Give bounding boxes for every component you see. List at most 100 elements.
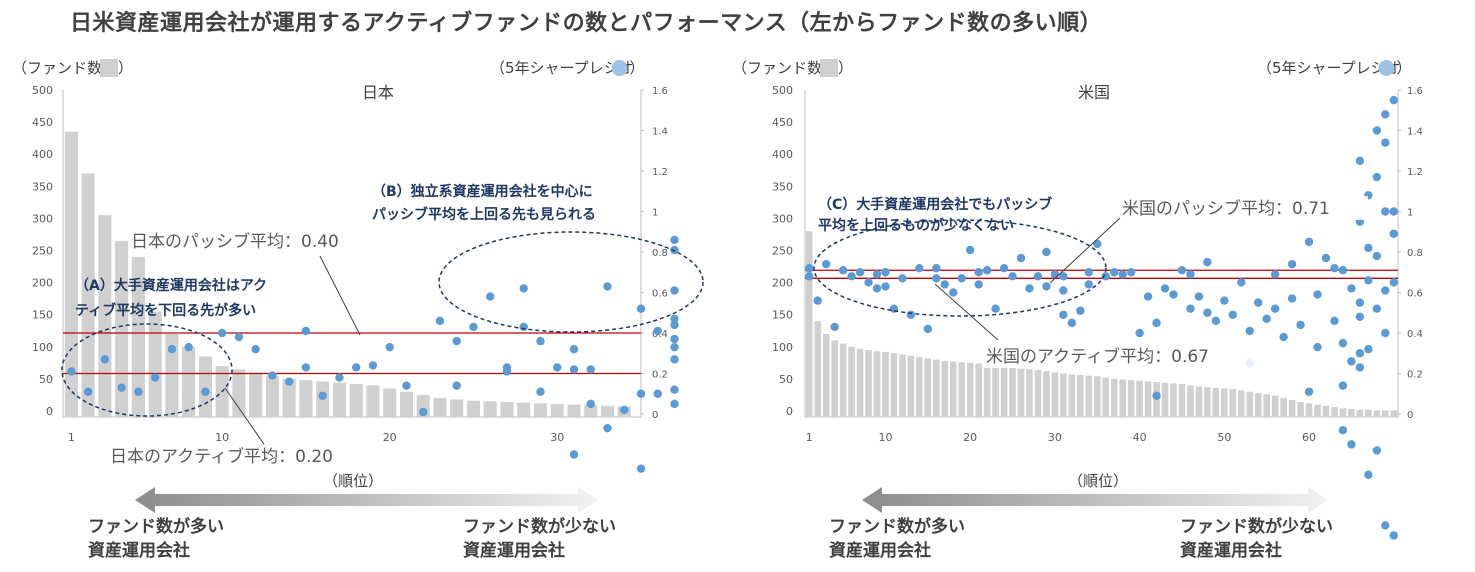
bar [399,391,413,417]
x-tick-label: 1 [68,431,75,444]
sharpe-point [67,367,76,376]
sharpe-point [1016,253,1026,263]
sharpe-point [217,328,227,338]
sharpe-point [1177,266,1187,275]
y-right-tick-label: 0.6 [1407,289,1423,300]
sharpe-point [351,363,361,372]
sharpe-point [1338,266,1348,275]
sharpe-point [234,332,244,342]
bar [882,351,889,417]
sharpe-point [813,296,822,305]
sharpe-point [519,322,528,332]
sharpe-point [830,322,839,332]
bar [1356,409,1364,417]
sharpe-point [670,334,679,344]
bar [1043,371,1050,417]
right-axis-title-close: ） [1397,59,1412,77]
y-left-tick-label: 300 [772,212,793,225]
y-right-tick-label: 0 [1407,410,1413,421]
y-left-tick-label: 400 [32,148,53,161]
bar [899,354,906,417]
bar [1339,408,1347,417]
sharpe-point [1203,257,1212,267]
bar [1119,379,1126,417]
sharpe-point [1076,306,1085,315]
x-tick-label: 20 [963,431,977,444]
bar [1390,410,1398,417]
bar [805,231,813,417]
sharpe-point [1025,284,1034,293]
bar [1331,407,1338,417]
annotation-line-1: （A）大手資産運用会社はアク [75,277,267,294]
highlight-ellipse [61,323,233,417]
sharpe-point [586,365,595,374]
passive-leader-line [1049,217,1121,284]
bar [1026,369,1033,417]
sharpe-point [1381,110,1390,119]
y-right-tick-label: 1.4 [1407,127,1423,138]
sharpe-point [1287,294,1297,303]
bar [1237,390,1245,417]
sharpe-point [1118,270,1127,279]
sharpe-point [1381,207,1390,216]
bar [1000,367,1008,417]
y-left-tick-label: 250 [772,245,793,258]
sharpe-point [991,304,1000,313]
sharpe-point [957,274,966,283]
sharpe-point [284,377,294,386]
sharpe-point [586,399,595,409]
active-leader-line [224,387,269,451]
x-tick-label: 60 [1302,431,1316,444]
sharpe-point [620,405,629,415]
y-left-tick-label: 450 [32,116,53,129]
sharpe-point [1338,426,1348,435]
y-right-tick-label: 0.2 [652,370,668,381]
arrow-right-caption-2: 資産運用会社 [1180,540,1282,561]
sharpe-point [1364,345,1373,354]
sharpe-point [318,391,327,400]
sharpe-point [419,407,428,417]
sharpe-point [1372,251,1382,261]
bar [907,355,915,417]
y-left-tick-label: 250 [32,245,53,258]
bar [349,384,363,417]
bar [1034,369,1042,417]
sharpe-point [1355,363,1365,372]
bar [1144,381,1152,417]
bar [1373,410,1381,417]
sharpe-point [1381,521,1390,530]
sharpe-point [1254,298,1263,307]
sharpe-point [385,342,394,352]
bar [1161,382,1169,417]
bar [1093,376,1101,417]
sharpe-point [1186,304,1195,313]
sharpe-point [1330,316,1339,326]
bar [831,340,838,417]
sharpe-point [864,278,873,287]
bar [1263,394,1270,417]
bar [1178,384,1186,417]
sharpe-point [184,342,193,352]
point-legend-swatch [1378,60,1395,76]
bar [517,402,531,417]
annotation-line-1: （C）大手資産運用会社でもパッシブ [818,196,1052,213]
arrow-right-caption-1: ファンド数が少ない [1180,516,1333,537]
sharpe-point [881,282,890,291]
sharpe-point [469,322,478,332]
sharpe-point [519,284,528,293]
passive-label-bg [1120,196,1368,220]
y-right-tick-label: 1.6 [652,86,668,97]
bar [1102,377,1110,417]
sharpe-point [1313,342,1322,352]
bar [916,357,923,417]
sharpe-point [1245,326,1254,336]
x-tick-label: 50 [1217,431,1231,444]
bar [165,333,179,417]
sharpe-point [1347,440,1356,449]
bar [1271,395,1279,417]
x-tick-label: 40 [1133,431,1147,444]
sharpe-point [268,371,277,380]
y-right-tick-label: 1.2 [1407,167,1423,178]
y-left-tick-label: 400 [772,148,793,161]
bar [232,369,246,417]
